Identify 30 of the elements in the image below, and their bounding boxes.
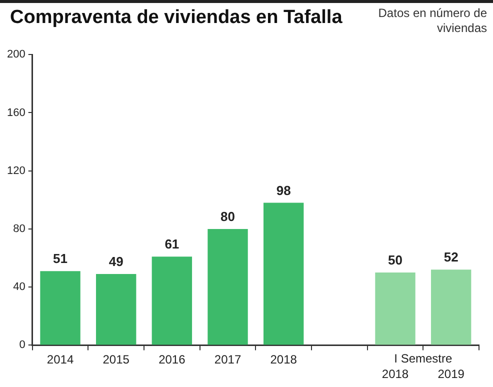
x-tick-label: 2015 bbox=[102, 352, 130, 367]
data-label: 51 bbox=[53, 251, 68, 266]
x-tick-label: 2017 bbox=[214, 352, 242, 367]
bar bbox=[430, 270, 472, 345]
bar bbox=[152, 256, 192, 345]
y-tick-label: 200 bbox=[6, 48, 26, 61]
text: I Semestre bbox=[394, 352, 452, 366]
y-tick-label: 80 bbox=[13, 222, 26, 235]
data-label: 49 bbox=[108, 254, 124, 270]
y-tick-label: 0 bbox=[19, 339, 26, 352]
y-tick-label: 160 bbox=[6, 106, 26, 119]
data-label: 52 bbox=[444, 250, 458, 265]
bar bbox=[208, 228, 248, 345]
bar bbox=[96, 274, 136, 345]
x-tick-label: 2014 bbox=[46, 352, 74, 367]
bar bbox=[40, 271, 80, 345]
data-label: 80 bbox=[220, 209, 235, 224]
x-tick-label: 2016 bbox=[158, 352, 186, 367]
bar bbox=[375, 272, 416, 345]
data-label: 61 bbox=[164, 236, 180, 252]
x-tick-label: 2018 bbox=[382, 367, 409, 382]
chart-subtitle: Datos en número de viviendas bbox=[377, 6, 487, 36]
data-label: 98 bbox=[276, 182, 291, 198]
y-tick-label: 40 bbox=[13, 281, 26, 294]
y-tick-label: 120 bbox=[6, 164, 26, 177]
x-tick-label: 2018 bbox=[270, 352, 298, 367]
x-tick-label: 2019 bbox=[438, 367, 465, 382]
chart-title: Compraventa de viviendas en Tafalla bbox=[10, 7, 342, 29]
data-label: 50 bbox=[388, 252, 402, 268]
bar bbox=[263, 202, 304, 345]
